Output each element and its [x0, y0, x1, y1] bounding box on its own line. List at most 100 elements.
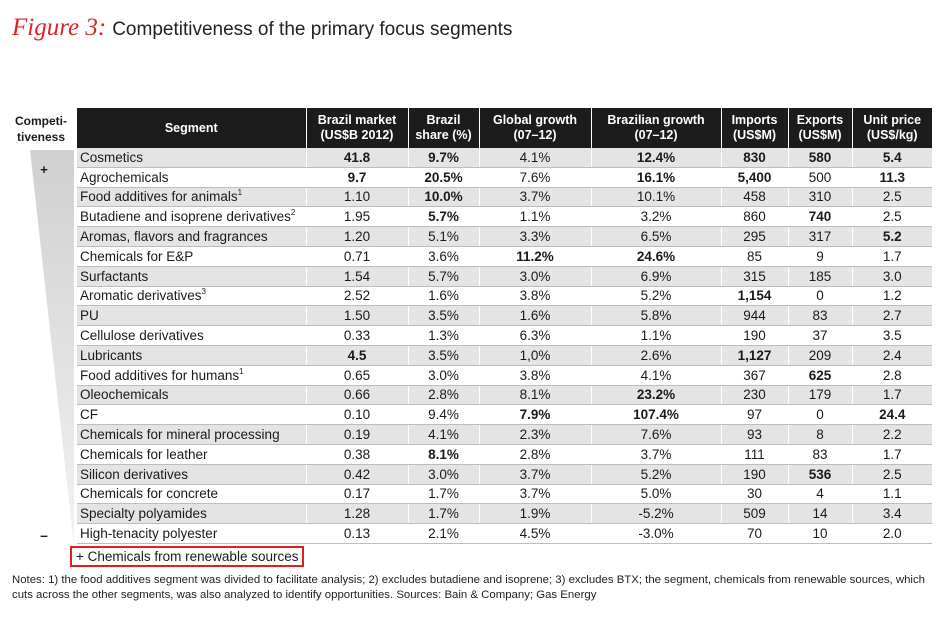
value-cell: 5.1%: [408, 226, 480, 247]
value-cell: 16.1%: [591, 167, 722, 188]
table-row: PU 1.50 3.5% 1.6% 5.8% 944 83 2.7: [77, 305, 932, 327]
segment-name: Silicon derivatives: [80, 466, 189, 482]
value-cell: 9.7%: [408, 148, 480, 168]
column-header: Brazilian growth (07–12): [591, 108, 722, 148]
column-header-line1: Imports: [731, 113, 778, 127]
value-cell: 3.4: [852, 503, 932, 525]
value-cell: 2.52: [306, 286, 409, 307]
value-cell: 4.5%: [479, 523, 592, 544]
value-cell: 4.5: [306, 345, 409, 366]
value-cell: 0.19: [306, 424, 409, 445]
table-row: Food additives for animals1 1.10 10.0% 3.7%…: [77, 187, 932, 208]
figure-label: Figure 3:: [12, 14, 107, 41]
value-cell: 24.6%: [591, 246, 722, 267]
footnote-ref: 1: [239, 366, 244, 376]
value-cell: 5,400: [721, 167, 789, 188]
table-row: High-tenacity polyester 0.13 2.1% 4.5% -3.0%…: [77, 523, 932, 544]
footnote-ref: 1: [237, 188, 243, 198]
segment-cell: High-tenacity polyester: [77, 523, 307, 544]
value-cell: 1.7%: [408, 484, 480, 505]
segment-cell: Chemicals for concrete: [77, 484, 307, 505]
value-cell: 93: [721, 424, 789, 445]
value-cell: 3.7%: [479, 187, 592, 208]
column-header-line2: (07–12): [513, 128, 557, 142]
renewable-sources-note: + Chemicals from renewable sources: [70, 546, 305, 567]
value-cell: 2.4: [852, 345, 932, 366]
value-cell: 5.8%: [591, 305, 722, 327]
value-cell: 0: [788, 286, 853, 307]
value-cell: 2.5: [852, 206, 932, 228]
table-row: Cosmetics 41.8 9.7% 4.1% 12.4% 830 580 5.4: [77, 148, 932, 168]
value-cell: -5.2%: [591, 503, 722, 525]
value-cell: 458: [721, 187, 789, 208]
column-header: Exports (US$M): [788, 108, 853, 148]
competitiveness-header-line2: tiveness: [16, 130, 66, 144]
segment-cell: Aromas, flavors and fragrances: [77, 226, 307, 247]
segment-name: Agrochemicals: [80, 169, 169, 185]
value-cell: 8.1%: [408, 444, 480, 465]
table-row: Aromatic derivatives3 2.52 1.6% 3.8% 5.2% 1,1…: [77, 286, 932, 307]
column-header-line2: (07–12): [634, 128, 678, 142]
value-cell: 11.2%: [479, 246, 592, 267]
segment-name: CF: [80, 407, 98, 423]
segment-name: PU: [80, 308, 99, 324]
figure-title-text: Competitiveness of the primary focus seg…: [112, 19, 513, 40]
value-cell: 1.7: [852, 444, 932, 465]
column-header: Unit price (US$/kg): [852, 108, 932, 148]
value-cell: 41.8: [306, 148, 409, 168]
column-header-line2: (US$M): [798, 128, 842, 142]
segment-name: Chemicals for concrete: [80, 486, 219, 502]
table-row: Specialty polyamides 1.28 1.7% 1.9% -5.2% 509…: [77, 503, 932, 525]
value-cell: 1.7: [852, 385, 932, 406]
value-cell: 1.6%: [479, 305, 592, 327]
column-header-line1: Brazilian growth: [607, 113, 705, 127]
value-cell: 1.95: [306, 206, 409, 228]
value-cell: 20.5%: [408, 167, 480, 188]
table-row: Oleochemicals 0.66 2.8% 8.1% 23.2% 230 179 1.7: [77, 385, 932, 406]
segment-name: Chemicals for mineral processing: [80, 427, 280, 443]
value-cell: 9.7: [306, 167, 409, 188]
value-cell: 2.8%: [408, 385, 480, 406]
segment-name: Aromas, flavors and fragrances: [80, 229, 268, 245]
competitiveness-low-marker: –: [40, 527, 48, 543]
value-cell: 7.6%: [591, 424, 722, 445]
value-cell: 8.1%: [479, 385, 592, 406]
value-cell: 3.2%: [591, 206, 722, 228]
segments-table: Segment Brazil market (US$B 2012) Brazil sha…: [77, 108, 932, 544]
value-cell: 1.1%: [479, 206, 592, 228]
table-body: Cosmetics 41.8 9.7% 4.1% 12.4% 830 580 5.4 Agroc…: [77, 148, 932, 544]
value-cell: 83: [788, 444, 853, 465]
value-cell: 4: [788, 484, 853, 505]
segment-name: Lubricants: [80, 347, 143, 363]
segment-cell: Oleochemicals: [77, 385, 307, 406]
value-cell: 0.66: [306, 385, 409, 406]
value-cell: 190: [721, 464, 789, 485]
value-cell: 3.0: [852, 266, 932, 287]
segment-name: Specialty polyamides: [80, 506, 207, 522]
value-cell: 5.7%: [408, 266, 480, 287]
value-cell: 536: [788, 464, 853, 485]
segment-name: Cellulose derivatives: [80, 328, 204, 344]
value-cell: 2.5: [852, 464, 932, 485]
column-header: Brazil share (%): [408, 108, 480, 148]
value-cell: 1,127: [721, 345, 789, 366]
value-cell: 4.1%: [479, 148, 592, 168]
value-cell: 944: [721, 305, 789, 327]
value-cell: 2.8: [852, 365, 932, 386]
value-cell: 0.71: [306, 246, 409, 267]
value-cell: 5.2%: [591, 464, 722, 485]
column-header-line2: (US$B 2012): [320, 128, 394, 142]
column-header-line1: Unit price: [863, 113, 922, 127]
table-row: Chemicals for concrete 0.17 1.7% 3.7% 5.0% 30…: [77, 484, 932, 505]
segment-cell: Surfactants: [77, 266, 307, 287]
value-cell: 3.5%: [408, 345, 480, 366]
value-cell: 3.3%: [479, 226, 592, 247]
value-cell: 6.3%: [479, 325, 592, 346]
segment-cell: Agrochemicals: [77, 167, 307, 188]
segment-name: Surfactants: [80, 268, 149, 284]
value-cell: 310: [788, 187, 853, 208]
table-row: CF 0.10 9.4% 7.9% 107.4% 97 0 24.4: [77, 404, 932, 426]
table-row: Cellulose derivatives 0.33 1.3% 6.3% 1.1% 190…: [77, 325, 932, 346]
value-cell: 580: [788, 148, 853, 168]
value-cell: 1.1%: [591, 325, 722, 346]
